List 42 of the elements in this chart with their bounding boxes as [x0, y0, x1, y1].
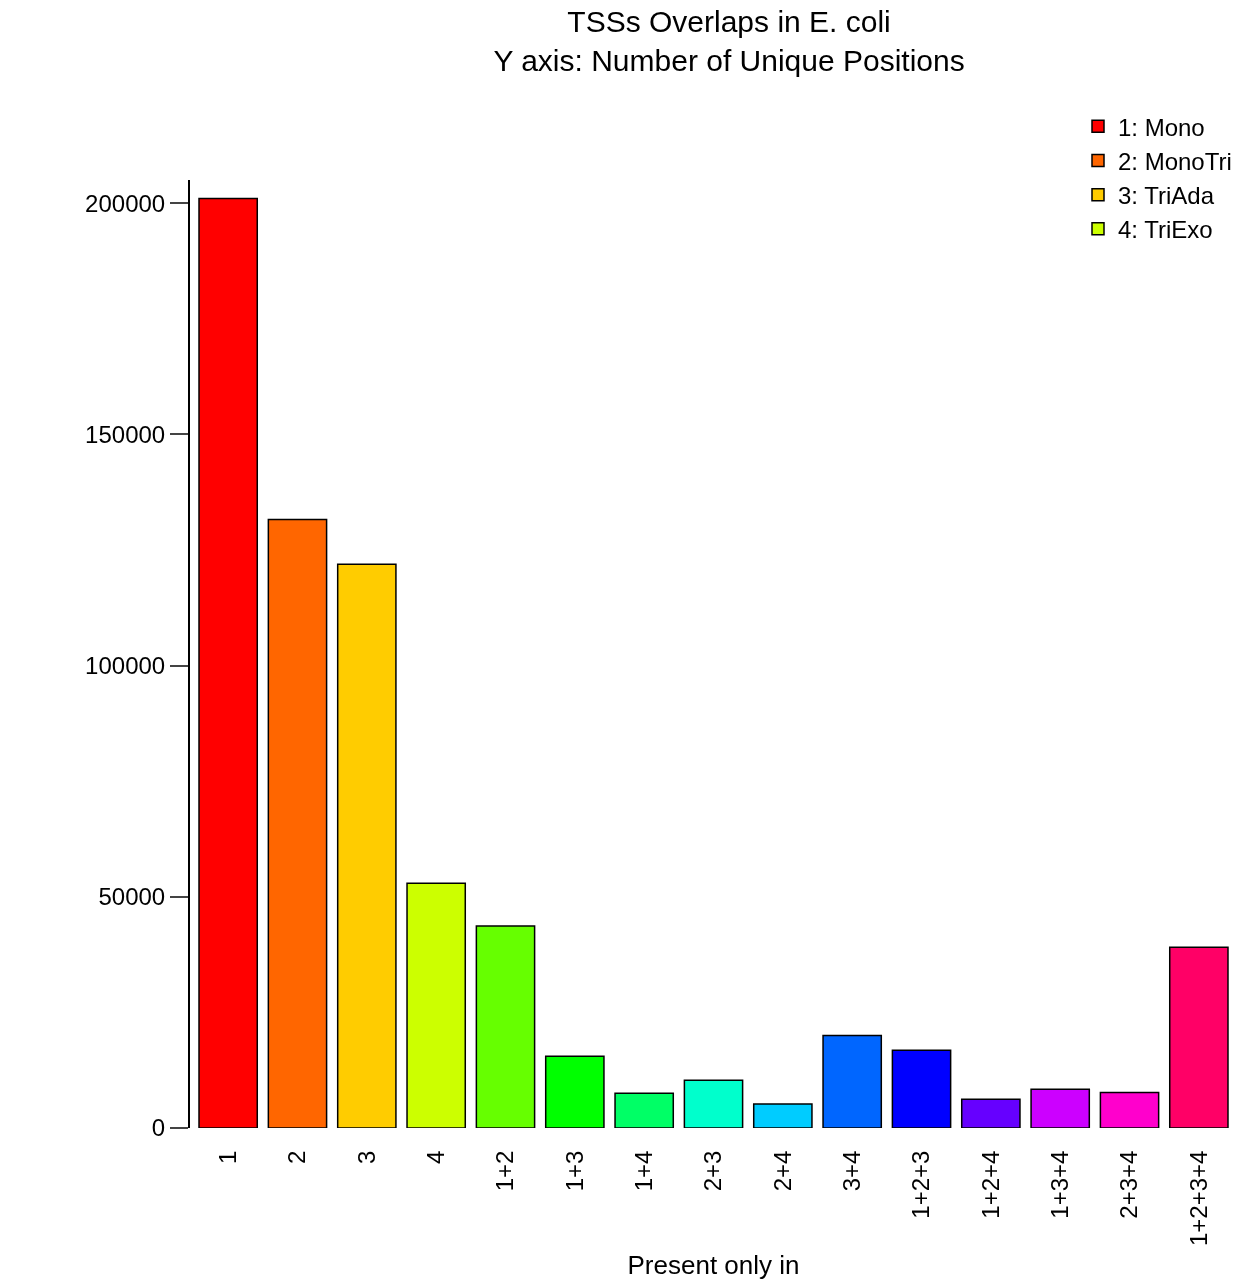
x-tick-label: 1+3: [560, 1150, 588, 1192]
x-tick-label: 2+4: [768, 1150, 796, 1192]
x-tick-label: 1+3+4: [1045, 1150, 1073, 1219]
bar: [683, 1079, 744, 1128]
x-tick-label: 2+3+4: [1115, 1150, 1143, 1219]
bar: [1030, 1088, 1091, 1128]
x-tick-label: 1+2+4: [976, 1150, 1004, 1219]
y-tick-label: 200000: [85, 189, 166, 217]
bar: [544, 1055, 605, 1128]
legend-label: 1: Mono: [1118, 113, 1205, 141]
bar: [475, 925, 536, 1128]
bar: [752, 1103, 813, 1128]
legend-label: 4: TriExo: [1118, 216, 1213, 244]
y-tick-label: 50000: [98, 883, 166, 911]
bar: [336, 563, 397, 1128]
legend-label: 2: MonoTri: [1118, 147, 1232, 175]
x-tick-label: 2+3: [699, 1150, 727, 1192]
bar: [267, 518, 328, 1128]
x-tick-label: 4: [421, 1150, 449, 1164]
x-tick-label: 1+2: [491, 1150, 519, 1192]
bar: [822, 1034, 883, 1128]
bar: [891, 1049, 952, 1128]
bar: [406, 882, 467, 1128]
y-tick-label: 100000: [85, 651, 166, 679]
bar: [614, 1092, 675, 1128]
y-tick-label: 150000: [85, 420, 166, 448]
bar: [1168, 946, 1229, 1128]
chart-title: TSSs Overlaps in E. coli: [567, 5, 891, 39]
bar: [1099, 1091, 1160, 1128]
x-tick-label: 1+4: [629, 1150, 657, 1192]
x-tick-label: 3: [352, 1150, 380, 1164]
x-tick-label: 1: [213, 1150, 241, 1164]
bar: [960, 1098, 1021, 1128]
bar: [198, 197, 259, 1128]
x-tick-label: 1+2+3: [907, 1150, 935, 1219]
x-axis-title: Present only in: [627, 1249, 800, 1280]
legend-label: 3: TriAda: [1118, 182, 1215, 210]
y-tick-label: 0: [151, 1114, 166, 1142]
chart-subtitle: Y axis: Number of Unique Positions: [493, 44, 965, 78]
x-tick-label: 3+4: [837, 1150, 865, 1192]
x-tick-label: 2: [283, 1150, 311, 1164]
x-tick-label: 1+2+3+4: [1184, 1150, 1212, 1247]
